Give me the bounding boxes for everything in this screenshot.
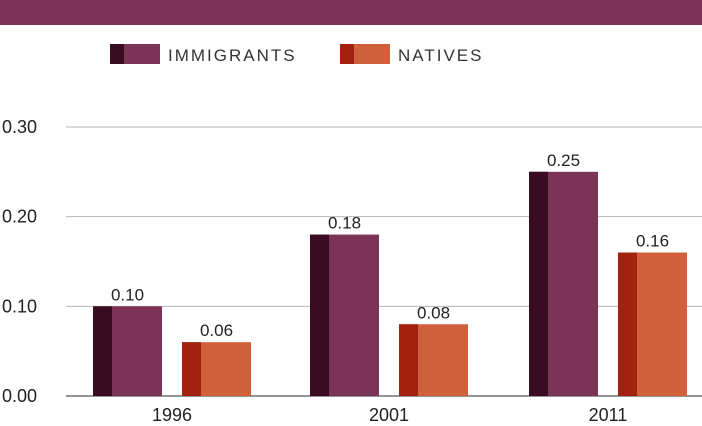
bar-value-label: 0.18 bbox=[328, 214, 361, 233]
bar-natives-1996: 0.06 bbox=[182, 321, 251, 396]
y-tick-label: 0.10 bbox=[2, 296, 37, 316]
legend-label: NATIVES bbox=[398, 46, 483, 65]
bar-value-label: 0.25 bbox=[547, 151, 580, 170]
bar-value-label: 0.08 bbox=[417, 303, 450, 322]
bar-shade bbox=[399, 324, 418, 396]
bar-value-label: 0.06 bbox=[200, 321, 233, 340]
bar-shade bbox=[182, 342, 201, 396]
x-tick-label: 1996 bbox=[152, 405, 192, 425]
header-band bbox=[0, 0, 702, 25]
x-tick-label: 2011 bbox=[589, 405, 628, 425]
y-tick-label: 0.00 bbox=[2, 386, 37, 406]
x-tick-label: 2001 bbox=[369, 405, 409, 425]
bars: 0.10 0.06 0.18 0.08 0.25 0.16 bbox=[93, 151, 687, 396]
bar-natives-2001: 0.08 bbox=[399, 303, 468, 396]
legend-swatch-shade bbox=[110, 44, 124, 64]
bar-immigrants-2001: 0.18 bbox=[310, 214, 379, 396]
legend-item-immigrants: IMMIGRANTS bbox=[110, 44, 297, 65]
bar-shade bbox=[529, 171, 548, 396]
bar-immigrants-1996: 0.10 bbox=[93, 285, 162, 396]
bar-shade bbox=[310, 234, 329, 396]
y-tick-label: 0.30 bbox=[2, 117, 37, 137]
legend-item-natives: NATIVES bbox=[340, 44, 483, 65]
bar-value-label: 0.10 bbox=[111, 285, 144, 304]
bar-natives-2011: 0.16 bbox=[618, 232, 687, 396]
bar-immigrants-2011: 0.25 bbox=[529, 151, 598, 396]
bar-shade bbox=[93, 306, 112, 396]
bar-shade bbox=[618, 252, 637, 396]
legend: IMMIGRANTS NATIVES bbox=[110, 44, 483, 65]
x-axis: 1996 2001 2011 bbox=[152, 405, 627, 425]
y-tick-label: 0.20 bbox=[2, 207, 37, 227]
legend-label: IMMIGRANTS bbox=[168, 46, 297, 65]
bar-value-label: 0.16 bbox=[636, 232, 669, 251]
legend-swatch-shade bbox=[340, 44, 354, 64]
y-axis: 0.00 0.10 0.20 0.30 bbox=[2, 117, 37, 406]
